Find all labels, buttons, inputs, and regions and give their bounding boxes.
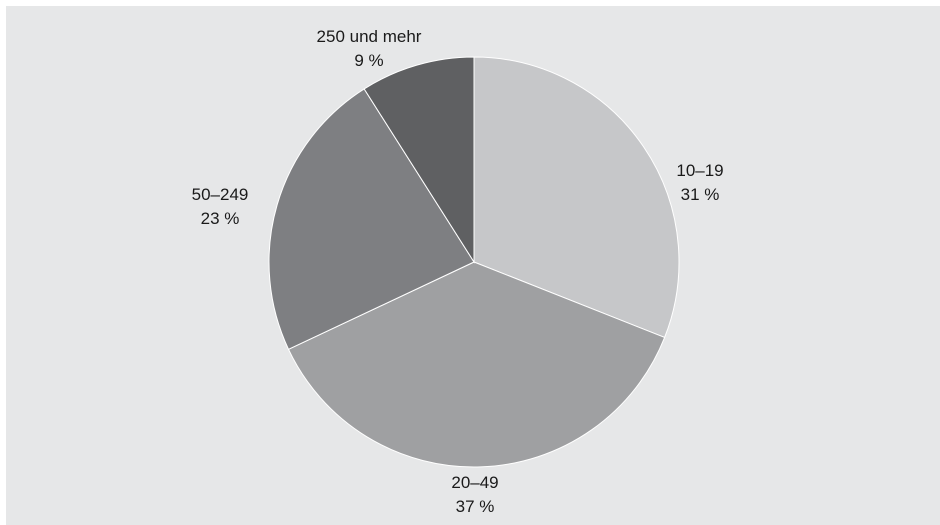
pie-slice-3 bbox=[268, 88, 475, 350]
slice-value-label-3: 23 % bbox=[201, 209, 240, 228]
pie-labels: 10–19 31 % 20–49 37 % 50–249 23 % 250 und mehr… bbox=[192, 27, 724, 516]
slice-value-label-1: 31 % bbox=[681, 185, 720, 204]
pie-slice-1 bbox=[473, 56, 680, 339]
slice-value-label-4: 9 % bbox=[354, 51, 383, 70]
slice-category-label-3: 50–249 bbox=[192, 185, 249, 204]
pie-slice-4 bbox=[363, 56, 475, 264]
pie-slice-2 bbox=[287, 261, 666, 468]
slice-category-label-4: 250 und mehr bbox=[317, 27, 422, 46]
slice-category-label-1: 10–19 bbox=[676, 161, 723, 180]
slice-value-label-2: 37 % bbox=[456, 497, 495, 516]
slice-category-label-2: 20–49 bbox=[451, 473, 498, 492]
pie-slices bbox=[268, 56, 680, 468]
